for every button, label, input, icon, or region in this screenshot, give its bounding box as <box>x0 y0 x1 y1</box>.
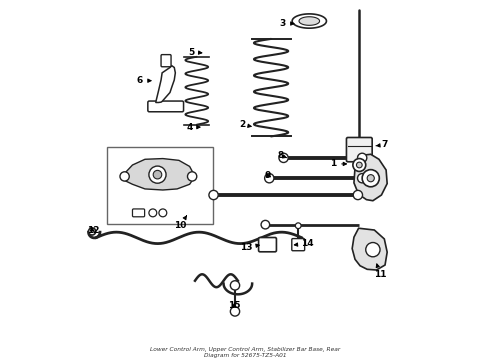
FancyBboxPatch shape <box>132 209 145 217</box>
Polygon shape <box>156 66 175 103</box>
Text: 2: 2 <box>239 120 251 129</box>
Circle shape <box>279 153 288 162</box>
Text: 13: 13 <box>241 243 259 252</box>
FancyBboxPatch shape <box>346 138 372 162</box>
Circle shape <box>149 166 166 183</box>
Circle shape <box>362 170 379 187</box>
FancyBboxPatch shape <box>148 101 184 112</box>
Circle shape <box>120 172 129 181</box>
Circle shape <box>265 174 274 183</box>
Text: 15: 15 <box>228 301 241 310</box>
Circle shape <box>159 209 167 217</box>
Circle shape <box>153 170 162 179</box>
Circle shape <box>295 223 301 229</box>
Circle shape <box>149 209 157 217</box>
Circle shape <box>230 307 240 316</box>
Text: 7: 7 <box>376 140 388 149</box>
Circle shape <box>188 172 197 181</box>
Text: 9: 9 <box>265 171 271 180</box>
Text: Lower Control Arm, Upper Control Arm, Stabilizer Bar Base, Rear
Diagram for 5267: Lower Control Arm, Upper Control Arm, St… <box>150 347 340 358</box>
Text: 12: 12 <box>87 226 99 235</box>
Circle shape <box>366 243 380 257</box>
Polygon shape <box>352 228 387 270</box>
Circle shape <box>353 158 366 171</box>
Text: 8: 8 <box>278 151 287 160</box>
Circle shape <box>89 228 96 235</box>
Circle shape <box>230 281 240 290</box>
Circle shape <box>367 175 374 182</box>
Text: 5: 5 <box>189 48 202 57</box>
Circle shape <box>353 190 363 200</box>
Text: 6: 6 <box>137 76 151 85</box>
Text: 1: 1 <box>330 159 346 168</box>
FancyBboxPatch shape <box>259 238 276 252</box>
Circle shape <box>358 153 367 162</box>
Text: 14: 14 <box>294 239 314 248</box>
Circle shape <box>261 220 270 229</box>
FancyBboxPatch shape <box>161 55 171 67</box>
Polygon shape <box>299 17 319 25</box>
Circle shape <box>358 174 367 183</box>
Polygon shape <box>292 14 326 28</box>
Text: 11: 11 <box>374 264 386 279</box>
Bar <box>107 147 213 224</box>
Circle shape <box>209 190 218 200</box>
Polygon shape <box>354 154 387 201</box>
Text: 3: 3 <box>280 19 294 28</box>
Text: 4: 4 <box>187 123 200 132</box>
Circle shape <box>356 162 362 168</box>
FancyBboxPatch shape <box>292 239 305 251</box>
Polygon shape <box>122 158 195 190</box>
Text: 10: 10 <box>174 216 187 230</box>
